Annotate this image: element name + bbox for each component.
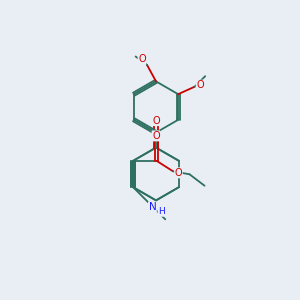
Text: O: O xyxy=(152,116,160,126)
Text: O: O xyxy=(196,80,204,90)
Text: N: N xyxy=(148,202,156,212)
Text: O: O xyxy=(138,55,146,64)
Text: H: H xyxy=(158,207,165,216)
Text: O: O xyxy=(152,131,160,141)
Text: O: O xyxy=(175,168,182,178)
